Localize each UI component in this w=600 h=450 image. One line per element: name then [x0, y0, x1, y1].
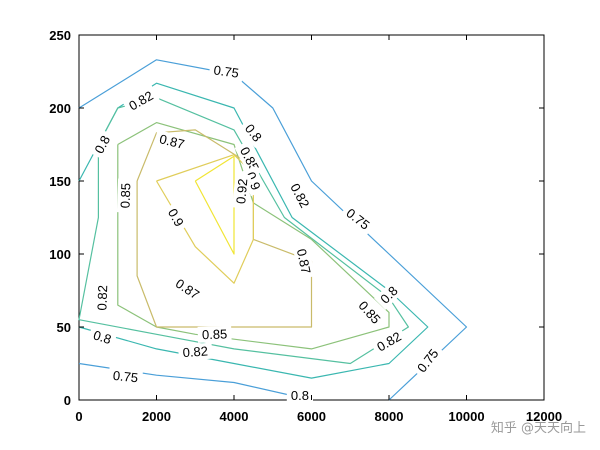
- x-tick-label: 8000: [375, 409, 404, 424]
- contour-label-background: [93, 280, 111, 315]
- x-tick-label: 4000: [220, 409, 249, 424]
- y-tick-label: 250: [49, 28, 71, 43]
- contour-label-text: 0.75: [213, 62, 240, 80]
- contour-label-background: [177, 342, 213, 361]
- contour-label-3: 0.75: [107, 366, 144, 387]
- contour-label-background: [153, 129, 191, 154]
- contour-label-background: [162, 202, 190, 233]
- contour-label-background: [239, 117, 268, 149]
- contour-label-23: 0.92: [232, 173, 252, 209]
- contour-label-14: 0.85: [116, 178, 135, 213]
- x-tick-label: 2000: [142, 409, 171, 424]
- contour-label-background: [352, 294, 387, 331]
- y-tick-label: 0: [64, 393, 71, 408]
- y-tick-label: 50: [57, 320, 71, 335]
- contour-label-background: [122, 85, 160, 117]
- contour-label-18: 0.87: [153, 129, 191, 154]
- contour-label-background: [241, 165, 266, 197]
- contour-label-17: 0.85: [197, 325, 232, 343]
- contour-label-background: [284, 177, 315, 215]
- contour-label-text: 0.82: [182, 343, 208, 360]
- contour-label-background: [89, 129, 116, 160]
- contour-label-text: 0.82: [94, 285, 110, 311]
- contour-label-background: [197, 325, 232, 343]
- contour-label-background: [339, 202, 377, 236]
- contour-label-4: 0.8: [89, 129, 116, 160]
- x-tick-label: 6000: [297, 409, 326, 424]
- y-tick-label: 150: [49, 174, 71, 189]
- x-tick-label: 12000: [526, 409, 562, 424]
- contour-label-background: [370, 326, 408, 357]
- contour-label-12: 0.82: [93, 280, 111, 315]
- x-tick-label: 0: [75, 409, 82, 424]
- contour-label-text: 0.87: [158, 131, 186, 152]
- contour-label-19: 0.87: [292, 243, 316, 280]
- contour-label-0: 0.75: [208, 61, 245, 82]
- contour-label-text: 0.87: [294, 247, 314, 275]
- contour-label-text: 0.92: [233, 178, 250, 205]
- x-axis-ticks: 0 2000 4000 6000 8000 10000 12000: [75, 35, 562, 424]
- contour-label-background: [116, 178, 135, 213]
- contour-line-0_85-0: [117, 122, 390, 350]
- contour-label-text: 0.85: [118, 183, 134, 209]
- y-tick-label: 200: [49, 101, 71, 116]
- y-axis-ticks: 0 50 100 150 200 250: [49, 28, 544, 408]
- contour-label-text: 0.85: [202, 326, 228, 342]
- contour-label-16: 0.85: [352, 294, 387, 331]
- contour-label-background: [87, 325, 118, 349]
- contour-label-background: [292, 243, 316, 280]
- y-tick-label: 100: [49, 247, 71, 262]
- contour-label-text: 0.8: [91, 133, 113, 156]
- contour-label-background: [411, 342, 445, 379]
- contour-label-text: 0.75: [112, 368, 139, 386]
- contour-label-8: 0.8: [286, 387, 313, 404]
- watermark: 知乎 @天天向上: [490, 421, 586, 436]
- contour-label-text: 0.8: [291, 388, 309, 403]
- contour-label-background: [232, 173, 252, 209]
- contour-label-22: 0.9: [162, 202, 190, 233]
- contour-label-background: [374, 279, 404, 310]
- contour-line-0_75-0: [78, 59, 468, 401]
- x-tick-label: 10000: [448, 409, 484, 424]
- contour-label-13: 0.82: [177, 342, 213, 361]
- contour-label-background: [208, 61, 245, 82]
- contour-label-background: [286, 387, 313, 404]
- contour-label-background: [234, 140, 265, 178]
- contour-label-text: 0.8: [91, 327, 113, 347]
- contour-line-0_9-0: [155, 154, 254, 284]
- contour-label-background: [107, 366, 144, 387]
- contour-label-background: [169, 272, 206, 306]
- contour-label-7: 0.8: [87, 325, 118, 349]
